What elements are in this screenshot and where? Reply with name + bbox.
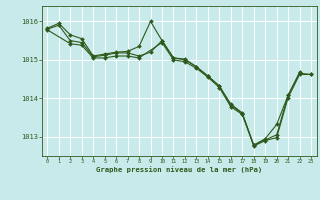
X-axis label: Graphe pression niveau de la mer (hPa): Graphe pression niveau de la mer (hPa) xyxy=(96,166,262,173)
